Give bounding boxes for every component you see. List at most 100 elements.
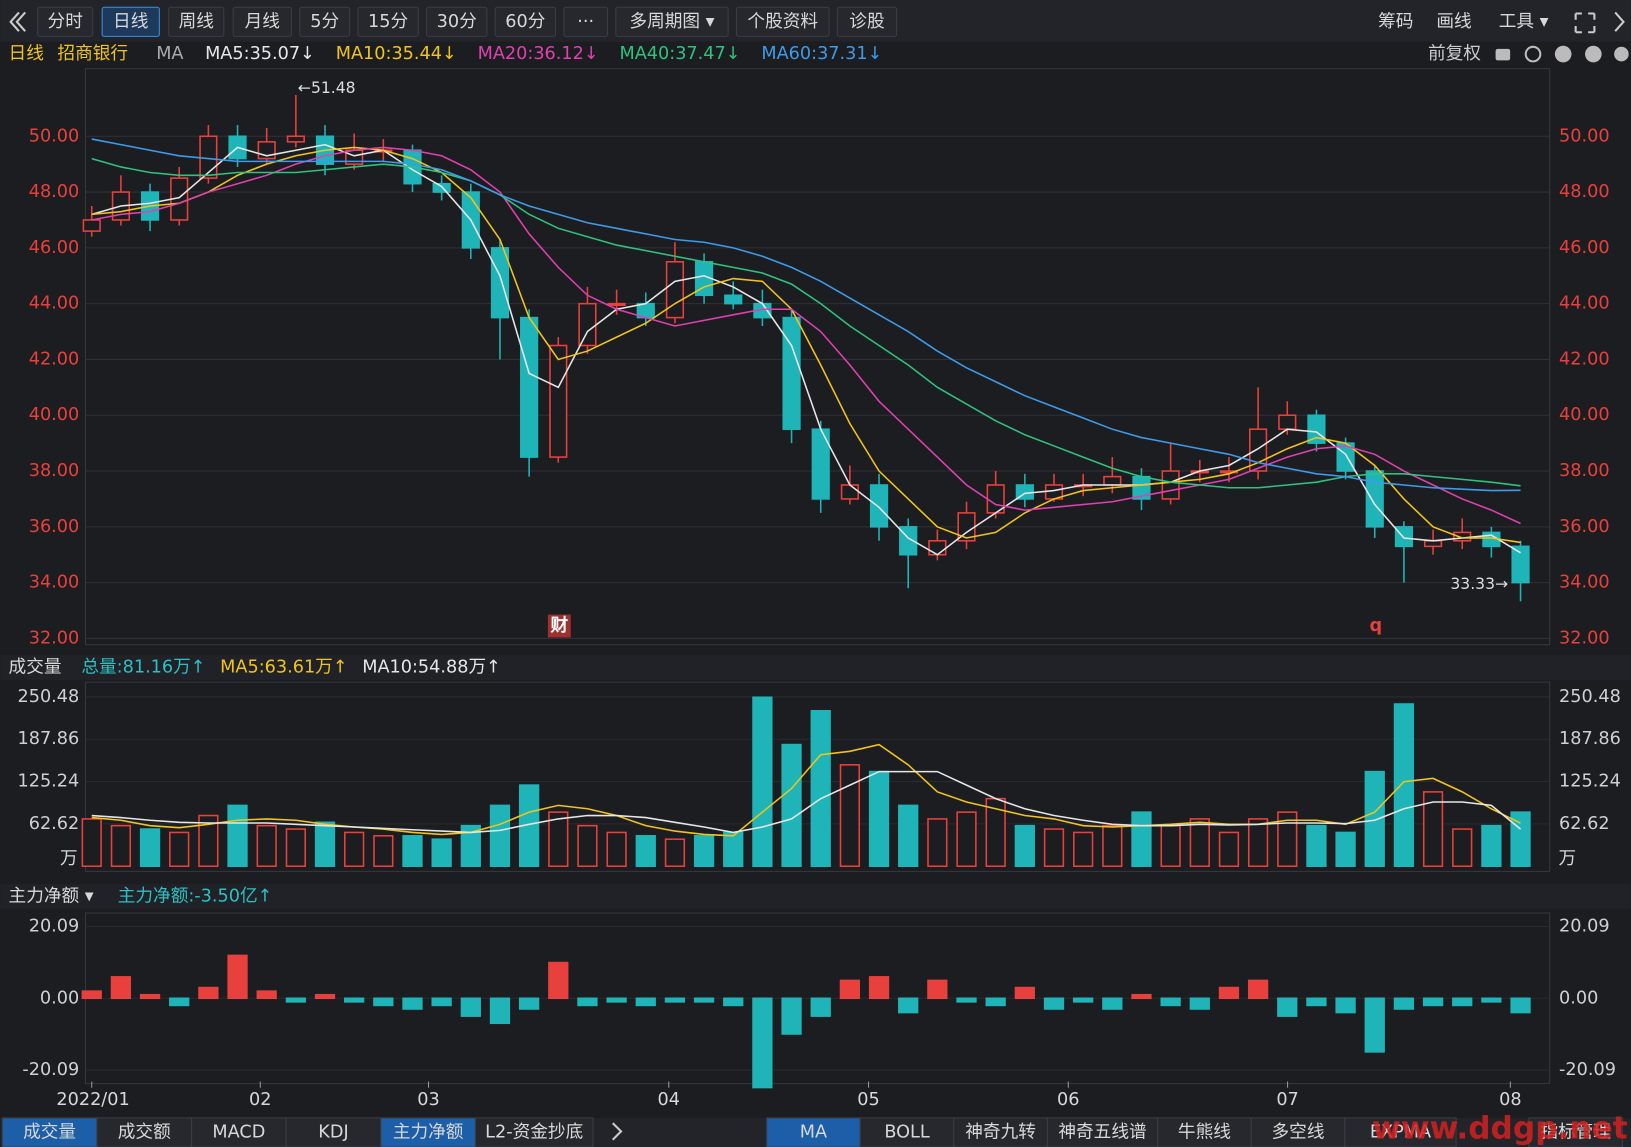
bar: [344, 997, 365, 1003]
toolbar-button[interactable]: [37, 6, 94, 37]
bar: [1131, 811, 1152, 868]
tab-label[interactable]: 多空线: [1272, 1121, 1325, 1142]
toolbar-button-label[interactable]: 60分: [505, 11, 545, 32]
settings-icon[interactable]: [1614, 46, 1629, 62]
toolbar-button[interactable]: [101, 6, 160, 37]
toolbar-button-label[interactable]: 诊股: [849, 11, 885, 32]
tab-label[interactable]: L2-资金抄底: [485, 1121, 583, 1142]
collapse-icon[interactable]: [9, 11, 26, 32]
bar: [752, 997, 773, 1089]
tab[interactable]: [1046, 1117, 1159, 1147]
unit-label-left: 万: [60, 849, 78, 869]
bar: [1422, 791, 1444, 868]
toolbar-button-label[interactable]: 15分: [368, 11, 408, 32]
toolbar-button-label[interactable]: 周线: [179, 11, 214, 32]
tab-next-icon[interactable]: [611, 1122, 623, 1141]
candle-body: [607, 302, 626, 306]
tab-label[interactable]: 牛熊线: [1178, 1121, 1231, 1142]
bar: [1452, 997, 1473, 1007]
tab-label[interactable]: 神奇九转: [965, 1121, 1036, 1142]
bar: [1189, 818, 1210, 868]
panel-frame: [84, 68, 1551, 646]
toolbar-button[interactable]: [563, 6, 609, 37]
toolbar-button[interactable]: [357, 6, 419, 37]
bar: [110, 976, 132, 1000]
bar: [1277, 811, 1298, 868]
bar: [139, 993, 161, 1000]
tab[interactable]: [953, 1117, 1048, 1147]
tab-label[interactable]: 成交额: [118, 1121, 171, 1142]
tab[interactable]: [96, 1117, 193, 1147]
tab-label[interactable]: 主力净额: [393, 1121, 464, 1142]
expand-icon[interactable]: [1614, 11, 1625, 32]
tab-label[interactable]: 指标管理: [1540, 1121, 1611, 1142]
tab[interactable]: [285, 1117, 382, 1147]
bar: [1277, 997, 1298, 1017]
tab[interactable]: [1344, 1117, 1457, 1147]
tab[interactable]: [1250, 1117, 1346, 1147]
toolbar-button-label[interactable]: 个股资料: [747, 11, 818, 32]
toolbar-right-label[interactable]: 筹码: [1378, 11, 1413, 32]
toolbar-button[interactable]: [735, 6, 830, 37]
tab-label[interactable]: KDJ: [318, 1122, 348, 1142]
candle-body: [1423, 540, 1443, 548]
bar: [1306, 997, 1327, 1007]
bar: [1481, 997, 1502, 1003]
toolbar-button[interactable]: [426, 6, 488, 37]
tab-label[interactable]: 成交量: [23, 1121, 76, 1142]
fullscreen-icon[interactable]: [1574, 12, 1596, 34]
bar: [169, 997, 190, 1007]
tab[interactable]: [191, 1117, 287, 1147]
tab[interactable]: [474, 1117, 594, 1147]
bar: [752, 696, 773, 868]
tab[interactable]: [1, 1117, 98, 1147]
tab[interactable]: [1528, 1117, 1623, 1147]
bar: [1102, 824, 1123, 868]
candle-body: [1365, 470, 1384, 528]
lock-icon[interactable]: [1495, 48, 1511, 61]
toolbar-button-label[interactable]: 分时: [48, 11, 83, 32]
toolbar-button[interactable]: [494, 6, 557, 37]
toolbar-button-label[interactable]: 5分: [310, 11, 339, 32]
tab-label[interactable]: BOLL: [884, 1122, 930, 1142]
toolbar-right-label[interactable]: 画线: [1436, 11, 1471, 32]
tab-label[interactable]: 神奇五线谱: [1058, 1121, 1146, 1142]
undo-icon[interactable]: [1524, 45, 1542, 63]
toolbar-button-label[interactable]: 30分: [437, 11, 477, 32]
tab-label[interactable]: MA: [800, 1122, 827, 1142]
x-tick-label: 03: [417, 1090, 439, 1110]
ma-legend: MA10:35.44↓: [336, 44, 457, 64]
y-tick-label-left: 250.48: [17, 687, 79, 707]
toolbar-button-label[interactable]: 多周期图 ▾: [629, 11, 714, 32]
toolbar-button[interactable]: [836, 6, 898, 37]
toolbar-right-label[interactable]: 工具 ▾: [1499, 12, 1549, 32]
toolbar-button-label[interactable]: 月线: [245, 11, 280, 32]
tab[interactable]: [1157, 1117, 1252, 1147]
panel-legend: 总量:81.16万↑: [81, 657, 205, 678]
bar: [198, 986, 219, 1000]
tab[interactable]: [859, 1117, 955, 1147]
bar: [868, 770, 890, 868]
toolbar-button-label[interactable]: 日线: [113, 11, 148, 32]
tab-label[interactable]: MACD: [212, 1122, 265, 1142]
tab[interactable]: [380, 1117, 476, 1147]
bar: [723, 997, 744, 1007]
tab-label[interactable]: EXPMA: [1370, 1122, 1431, 1142]
toolbar-button-label[interactable]: ···: [577, 12, 594, 32]
toolbar-button[interactable]: [232, 6, 292, 37]
bar: [693, 997, 715, 1003]
tab[interactable]: [766, 1117, 861, 1147]
toolbar-button[interactable]: [299, 6, 351, 37]
bar: [1218, 831, 1240, 868]
bar: [1393, 997, 1415, 1010]
adjust-label[interactable]: 前复权: [1428, 43, 1481, 64]
bar: [1335, 831, 1356, 868]
bar: [1218, 986, 1240, 1000]
zoom-out-icon[interactable]: [1585, 45, 1602, 63]
zoom-in-icon[interactable]: [1554, 45, 1572, 63]
y-tick-label-left: 125.24: [17, 772, 79, 792]
toolbar-button[interactable]: [615, 6, 729, 37]
toolbar-button[interactable]: [168, 6, 225, 37]
bar: [285, 997, 306, 1003]
